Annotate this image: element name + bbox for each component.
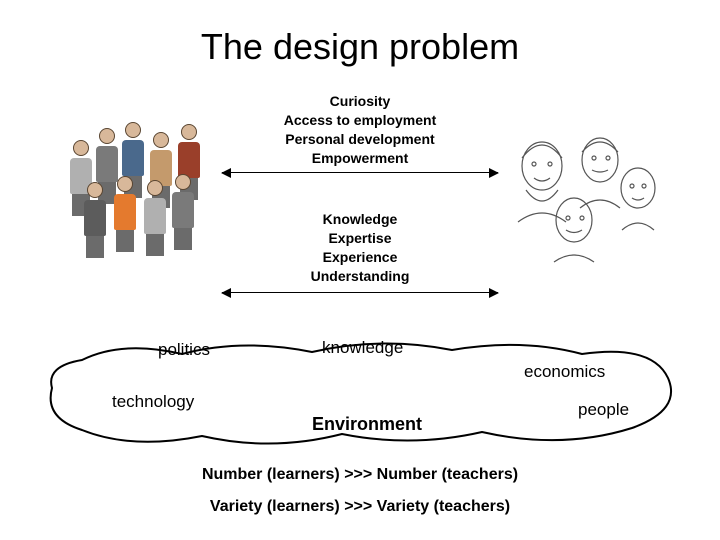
double-arrow-top (222, 172, 498, 173)
environment-title: Environment (312, 414, 422, 435)
footer-line-1: Number (learners) >>> Number (teachers) (0, 466, 720, 484)
teachers-faces-illustration (504, 130, 664, 280)
footer-line-2: Variety (learners) >>> Variety (teachers… (0, 498, 720, 516)
label-knowledge: knowledge (322, 338, 403, 358)
double-arrow-mid (222, 292, 498, 293)
page-title: The design problem (0, 26, 720, 68)
top-attr-0: Curiosity (0, 92, 720, 111)
label-politics: politics (158, 340, 210, 360)
label-technology: technology (112, 392, 194, 412)
label-people: people (578, 400, 629, 420)
label-economics: economics (524, 362, 605, 382)
slide: The design problem Curiosity Access to e… (0, 0, 720, 540)
